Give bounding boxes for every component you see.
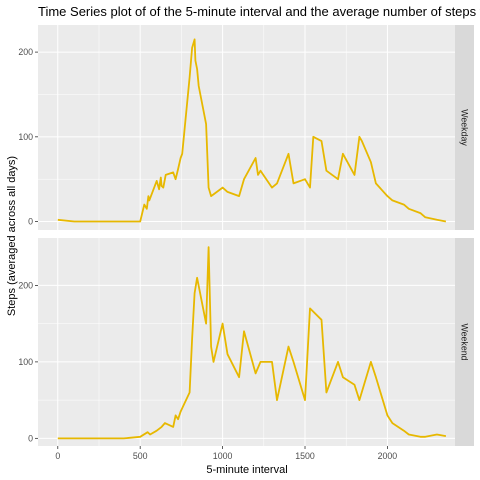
series-line-weekday	[57, 38, 447, 223]
x-tick-label: 1000	[213, 451, 233, 461]
facet-strip	[455, 238, 474, 446]
facet-strip	[455, 25, 474, 230]
chart-title: Time Series plot of of the 5-minute inte…	[38, 4, 480, 19]
y-tick-label: 0	[28, 433, 33, 443]
y-tick-label: 200	[18, 47, 33, 57]
x-axis: 0 500 1000 1500 2000	[55, 446, 397, 461]
y-tick-label: 0	[28, 217, 33, 227]
x-tick-label: 500	[133, 451, 148, 461]
y-axis-title: Steps (averaged across all days)	[6, 156, 18, 316]
x-tick-label: 2000	[378, 451, 398, 461]
y-tick-label: 100	[18, 132, 33, 142]
y-tick-label: 100	[18, 357, 33, 367]
panel-background	[38, 25, 455, 230]
panel-weekend: 0 100 200 Weekend	[18, 238, 474, 446]
facet-strip-label: Weekend	[460, 323, 470, 360]
y-tick-label: 200	[18, 280, 33, 290]
facet-strip-label: Weekday	[460, 109, 470, 146]
x-tick-label: 1500	[295, 451, 315, 461]
x-axis-title: 5-minute interval	[206, 464, 287, 476]
panel-weekday: 0 100 200 Weekday	[18, 25, 474, 230]
x-tick-label: 0	[55, 451, 60, 461]
panels-layer: 0 100 200 Weekday 0 100 200 Weekend 0 500 1000 1500…	[18, 25, 474, 461]
series-line-weekend	[57, 246, 447, 440]
